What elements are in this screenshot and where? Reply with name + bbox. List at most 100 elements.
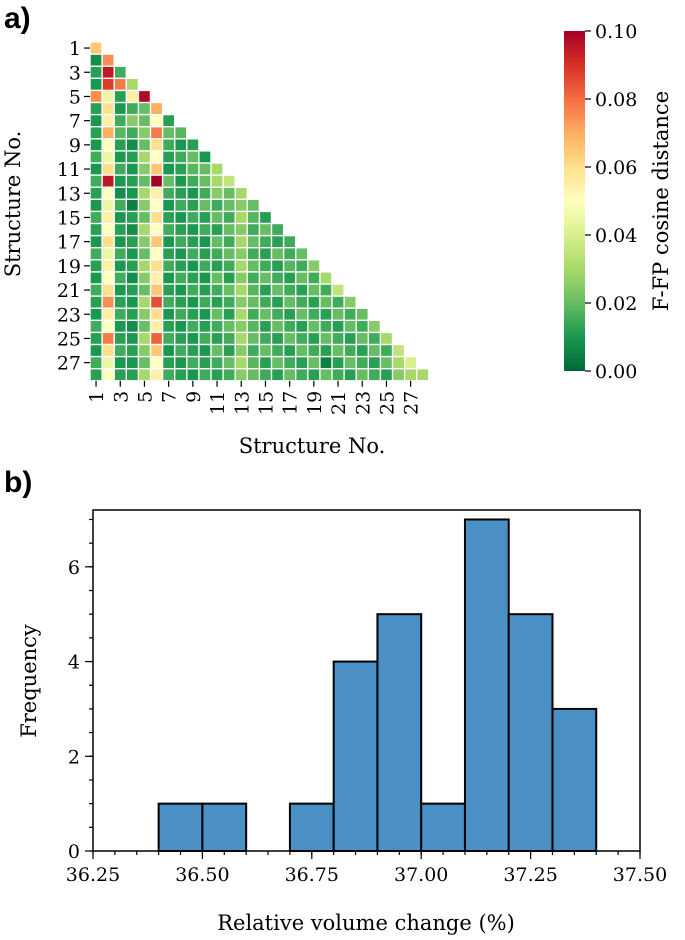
heatmap-cell <box>90 321 102 332</box>
colorbar: 0.00 0.02 0.04 0.06 0.08 0.10 F-FP cosine dis… <box>564 21 673 383</box>
heatmap-cell <box>151 187 162 199</box>
heatmap-cell <box>163 163 174 175</box>
heatmap-cell <box>175 357 187 368</box>
histogram-y-tick-label: 4 <box>68 652 80 674</box>
heatmap-cell <box>223 187 235 199</box>
histogram-y-ticks: 0 2 4 6 <box>68 518 93 863</box>
heatmap-cell <box>211 248 223 260</box>
heatmap-cell <box>332 369 344 381</box>
heatmap-cell <box>284 308 295 320</box>
heatmap-cell <box>199 236 211 247</box>
heatmap-cell <box>199 187 211 199</box>
heatmap-cell <box>248 260 259 272</box>
heatmap-y-axis-label: Structure No. <box>1 131 25 278</box>
histogram-bar <box>157 802 204 853</box>
heatmap-cell <box>272 296 283 308</box>
heatmap-cell <box>90 187 102 199</box>
heatmap-cell <box>272 369 283 381</box>
heatmap-cell <box>151 345 162 356</box>
heatmap-cell <box>102 54 114 66</box>
heatmap-cell <box>199 163 211 175</box>
histogram-x-ticks: 36.25 36.50 36.75 37.00 37.25 37.50 <box>66 851 667 886</box>
heatmap-cell <box>163 139 174 151</box>
heatmap-cell <box>163 175 174 187</box>
heatmap-cell <box>223 308 235 320</box>
heatmap-cell <box>151 260 162 272</box>
heatmap-cell <box>114 91 126 102</box>
heatmap-cell <box>163 321 174 332</box>
histogram-x-tick-label: 37.00 <box>394 864 448 886</box>
heatmap-y-tick-label: 9 <box>69 135 81 157</box>
heatmap-cell <box>163 369 174 381</box>
heatmap-cell <box>90 369 102 381</box>
heatmap-cell <box>248 321 259 332</box>
heatmap-cell <box>127 248 138 260</box>
heatmap-cell <box>102 66 114 78</box>
heatmap-cell <box>127 103 138 114</box>
heatmap-cell <box>175 296 187 308</box>
heatmap-cell <box>139 357 150 368</box>
heatmap-cell <box>248 224 259 235</box>
heatmap-cell <box>102 260 114 272</box>
heatmap-cell <box>320 296 332 308</box>
histogram-x-tick-label: 37.25 <box>503 864 557 886</box>
heatmap-cell <box>151 175 162 187</box>
heatmap-cell <box>223 236 235 247</box>
heatmap-cell <box>163 308 174 320</box>
heatmap-cell <box>102 296 114 308</box>
heatmap-cell <box>344 296 356 308</box>
heatmap-cell <box>90 224 102 235</box>
heatmap-cell <box>139 200 150 211</box>
heatmap-cell <box>344 345 356 356</box>
heatmap-cell <box>211 345 223 356</box>
heatmap-cell <box>296 284 308 296</box>
histogram-bar <box>551 707 598 852</box>
heatmap-cell <box>127 151 138 163</box>
heatmap-cell <box>248 333 259 344</box>
histogram-x-tick-label: 37.50 <box>613 864 667 886</box>
histogram-y-tick-label: 2 <box>68 746 80 768</box>
heatmap-cell <box>211 272 223 284</box>
heatmap-cell <box>175 187 187 199</box>
heatmap-cell <box>127 284 138 296</box>
heatmap-cell <box>248 212 259 223</box>
colorbar-ticks: 0.00 0.02 0.04 0.06 0.08 0.10 <box>585 21 637 383</box>
heatmap-cell <box>90 103 102 114</box>
heatmap-cell <box>139 321 150 332</box>
heatmap-cell <box>272 345 283 356</box>
heatmap-cell <box>223 369 235 381</box>
heatmap-cell <box>139 345 150 356</box>
heatmap-cell <box>102 308 114 320</box>
heatmap-cell <box>211 321 223 332</box>
histogram-bar <box>420 802 466 853</box>
colorbar-tick-label: 0.08 <box>595 89 637 111</box>
heatmap-cell <box>114 284 126 296</box>
heatmap-cell <box>393 369 404 381</box>
heatmap-cell <box>211 236 223 247</box>
heatmap-cell <box>139 296 150 308</box>
heatmap-cell <box>151 357 162 368</box>
heatmap-cell <box>175 127 187 139</box>
heatmap-cell <box>199 224 211 235</box>
heatmap-cell <box>175 175 187 187</box>
histogram-y-tick-label: 6 <box>68 557 80 579</box>
heatmap-cell <box>272 308 283 320</box>
panel-b-label: b) <box>4 466 32 499</box>
heatmap-cell <box>127 321 138 332</box>
histogram-bar <box>376 613 423 852</box>
heatmap-cell <box>114 151 126 163</box>
heatmap-cell <box>90 163 102 175</box>
heatmap-cell <box>163 272 174 284</box>
heatmap-cell <box>369 357 380 368</box>
heatmap-cell <box>90 236 102 247</box>
heatmap-cell <box>199 345 211 356</box>
heatmap-cell <box>381 357 392 368</box>
heatmap-cell <box>223 248 235 260</box>
heatmap-cell <box>90 54 102 66</box>
heatmap-cell <box>199 333 211 344</box>
heatmap-cell <box>260 212 271 223</box>
heatmap-x-axis-label: Structure No. <box>239 434 386 458</box>
heatmap-cell <box>139 175 150 187</box>
heatmap-cell <box>114 308 126 320</box>
